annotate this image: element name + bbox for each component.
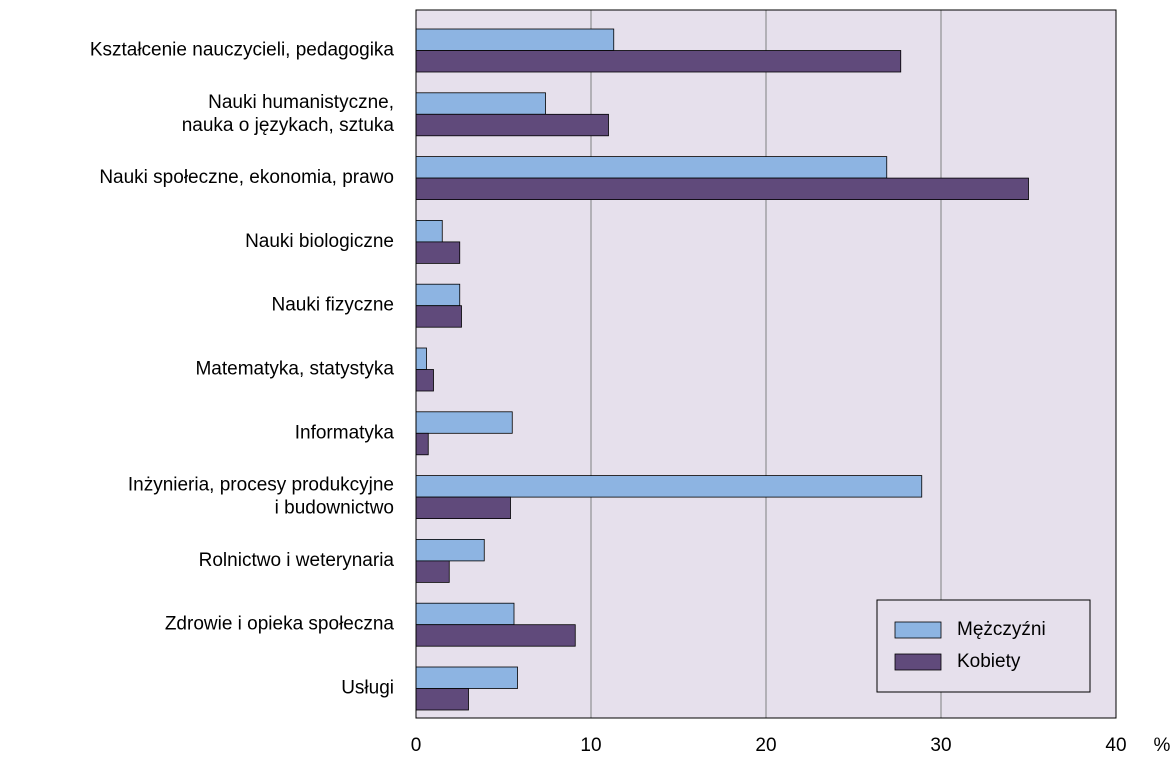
y-tick-label: Nauki społeczne, ekonomia, prawo: [99, 167, 394, 188]
y-tick-label: Nauki biologiczne: [245, 231, 394, 252]
y-tick-label: Inżynieria, procesy produkcyjne i budowni…: [128, 475, 394, 519]
bar: [415, 28, 615, 51]
y-tick-label: Zdrowie i opieka społeczna: [165, 614, 395, 635]
bar: [415, 156, 888, 179]
x-tick-label: 30: [930, 735, 951, 756]
bar: [415, 369, 434, 392]
bar: [415, 560, 450, 583]
y-tick-label: Nauki humanistyczne, nauka o językach, sz…: [182, 92, 395, 136]
bar: [415, 602, 515, 626]
bar: [415, 241, 461, 264]
bar: [415, 177, 1029, 201]
bar: [415, 475, 923, 498]
bar: [415, 347, 427, 370]
x-tick-label: 20: [755, 735, 776, 756]
legend-box: [876, 599, 1091, 693]
legend-swatch: [894, 621, 942, 639]
bar: [415, 50, 902, 73]
y-tick-label: Matematyka, statystyka: [195, 359, 394, 380]
bar: [415, 624, 576, 647]
y-tick-label: Usługi: [341, 678, 394, 699]
x-tick-label: 0: [411, 735, 422, 756]
legend-label: Kobiety: [957, 651, 1021, 672]
legend-swatch: [894, 653, 942, 671]
y-tick-label: Kształcenie nauczycieli, pedagogika: [90, 40, 395, 61]
x-tick-label: 10: [580, 735, 601, 756]
bar: [415, 666, 518, 689]
bar: [415, 432, 429, 456]
y-tick-label: Nauki fizyczne: [272, 295, 395, 316]
bar: [415, 113, 609, 137]
bar: [415, 496, 511, 520]
bar: [415, 219, 443, 243]
bar: [415, 283, 461, 307]
bar: [415, 539, 485, 562]
x-tick-label: 40: [1105, 735, 1126, 756]
y-tick-label: Rolnictwo i weterynaria: [199, 550, 395, 571]
x-unit: %: [1154, 735, 1171, 756]
y-tick-label: Informatyka: [295, 422, 395, 443]
bar: [415, 411, 513, 434]
bar: [415, 688, 469, 711]
legend-label: Mężczyźni: [957, 619, 1046, 640]
legend: Mężczyźni Kobiety: [876, 599, 1091, 693]
plot-border: [415, 9, 1117, 719]
bar: [415, 92, 546, 115]
bar: [415, 305, 462, 328]
